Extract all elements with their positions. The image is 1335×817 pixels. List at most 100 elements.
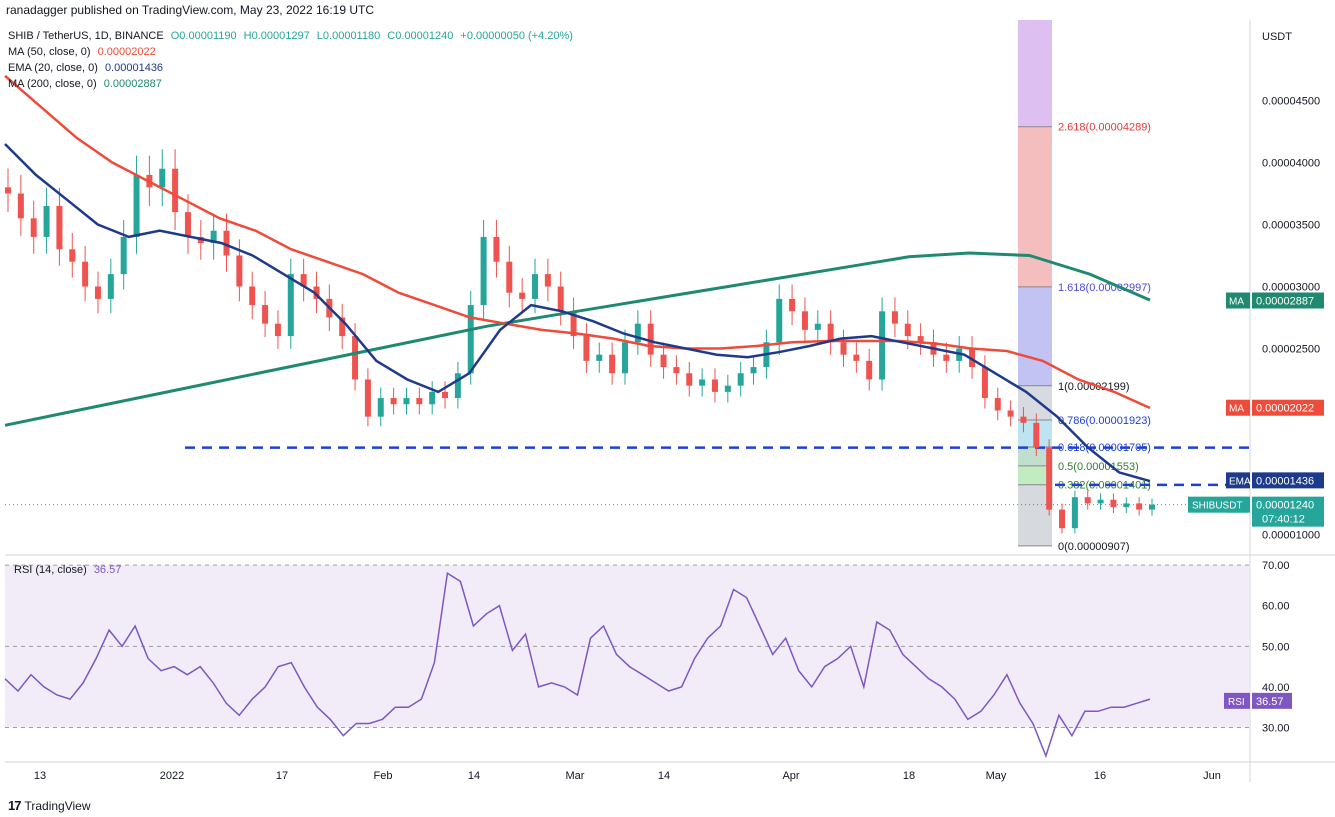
candle-body [969,348,976,368]
candle-body [737,373,744,386]
candle-body [1149,504,1155,510]
candle-body [853,354,860,361]
candle-body [30,218,37,237]
candle-body [249,286,256,306]
candle-body [1071,497,1078,529]
y-tick-label: 0.00003500 [1262,220,1320,232]
fib-label: 0.5(0.00001553) [1058,461,1139,473]
candle-body [1007,410,1014,417]
candle-body [879,311,886,380]
symbol-legend: SHIB / TetherUS, 1D, BINANCE O0.00001190… [8,30,573,42]
change-value: +0.00000050 (+4.20%) [460,30,573,42]
fib-zone [1018,286,1052,386]
candle-body [583,336,590,361]
candle-body [467,305,474,374]
candle-body [686,373,693,386]
x-tick-label: 18 [903,770,915,782]
candle-body [801,311,808,330]
candle-body [814,323,821,330]
price-tag-box [1252,472,1324,489]
candle-body [364,379,371,417]
rsi-tag-box [1252,692,1292,709]
fib-zone [1018,126,1052,287]
candle-body [891,311,898,324]
x-tick-label: 14 [658,770,670,782]
candle-body [300,274,307,287]
rsi-tag-name-box [1224,692,1250,709]
candle-body [184,212,191,237]
rsi-band [5,565,1250,728]
publisher-header: ranadagger published on TradingView.com,… [6,3,375,17]
rsi-tick-label: 70.00 [1262,560,1290,572]
candle-body [107,274,114,299]
price-tag-value: 0.00001240 [1256,500,1314,512]
fib-label: 0.786(0.00001923) [1058,415,1151,427]
x-tick-label: Apr [782,770,799,782]
candle-body [390,398,397,405]
x-tick-label: 13 [34,770,46,782]
candle-body [210,230,217,244]
candle-body [1097,499,1104,504]
fib-zone [1018,465,1052,485]
ema20-legend[interactable]: EMA (20, close, 0) 0.00001436 [8,62,163,74]
price-tag-value: 0.00001436 [1256,475,1314,487]
ma200-legend[interactable]: MA (200, close, 0) 0.00002887 [8,78,162,90]
ma50-line [4,74,1151,410]
x-tick-label: Feb [374,770,393,782]
candle-body [82,261,89,287]
open-value: O0.00001190 [170,30,237,42]
candle-body [172,168,179,213]
candle-body [352,336,359,380]
candle-body [621,342,628,374]
y-tick-label: 0.00003000 [1262,282,1320,294]
x-tick-label: 17 [276,770,288,782]
y-tick-label: 0.00001000 [1262,529,1320,541]
candle-body [544,274,551,287]
candle-body [17,193,24,219]
symbol-label[interactable]: SHIB / TetherUS, 1D, BINANCE [8,30,164,42]
close-value: C0.00001240 [387,30,454,42]
candle-body [724,385,731,392]
candle-body [711,379,718,392]
candle-body [789,298,796,312]
rsi-tick-label: 30.00 [1262,723,1290,735]
price-tag-countdown: 07:40:12 [1262,514,1305,526]
candle-body [596,354,603,361]
rsi-legend[interactable]: RSI (14, close) 36.57 [14,564,121,576]
candle-body [673,367,680,374]
candle-body [1136,503,1143,510]
ema20-line [4,143,1151,483]
candle-body [223,230,230,256]
candle-body [262,305,269,324]
candle-body [776,298,783,343]
price-tag-box [1252,399,1324,416]
candle-body [1123,503,1130,508]
candle-body [480,236,487,306]
price-tag-box [1252,292,1324,309]
candle-body [557,286,564,312]
candle-body [43,205,50,237]
candle-body [1110,499,1117,508]
rsi-tick-label: 40.00 [1262,682,1290,694]
fib-label: 1(0.00002199) [1058,381,1130,393]
candle-body [454,373,461,399]
price-tag-name-box [1226,399,1250,416]
ma50-legend[interactable]: MA (50, close, 0) 0.00002022 [8,46,156,58]
ma200-value: 0.00002887 [103,78,162,90]
candle-body [403,398,410,405]
ma200-label: MA (200, close, 0) [8,78,97,90]
ma50-value: 0.00002022 [97,46,156,58]
x-tick-label: Jun [1203,770,1221,782]
candle-body [56,205,63,250]
candle-body [866,360,873,380]
currency-label: USDT [1262,31,1292,43]
candle-body [5,187,11,194]
x-tick-label: 16 [1094,770,1106,782]
symbol-tag: SHIBUSDT [1192,501,1243,512]
high-value: H0.00001297 [243,30,310,42]
price-tag-name: MA [1229,297,1244,308]
candle-body [94,286,101,299]
y-tick-label: 0.00004500 [1262,96,1320,108]
rsi-line [4,571,1151,759]
